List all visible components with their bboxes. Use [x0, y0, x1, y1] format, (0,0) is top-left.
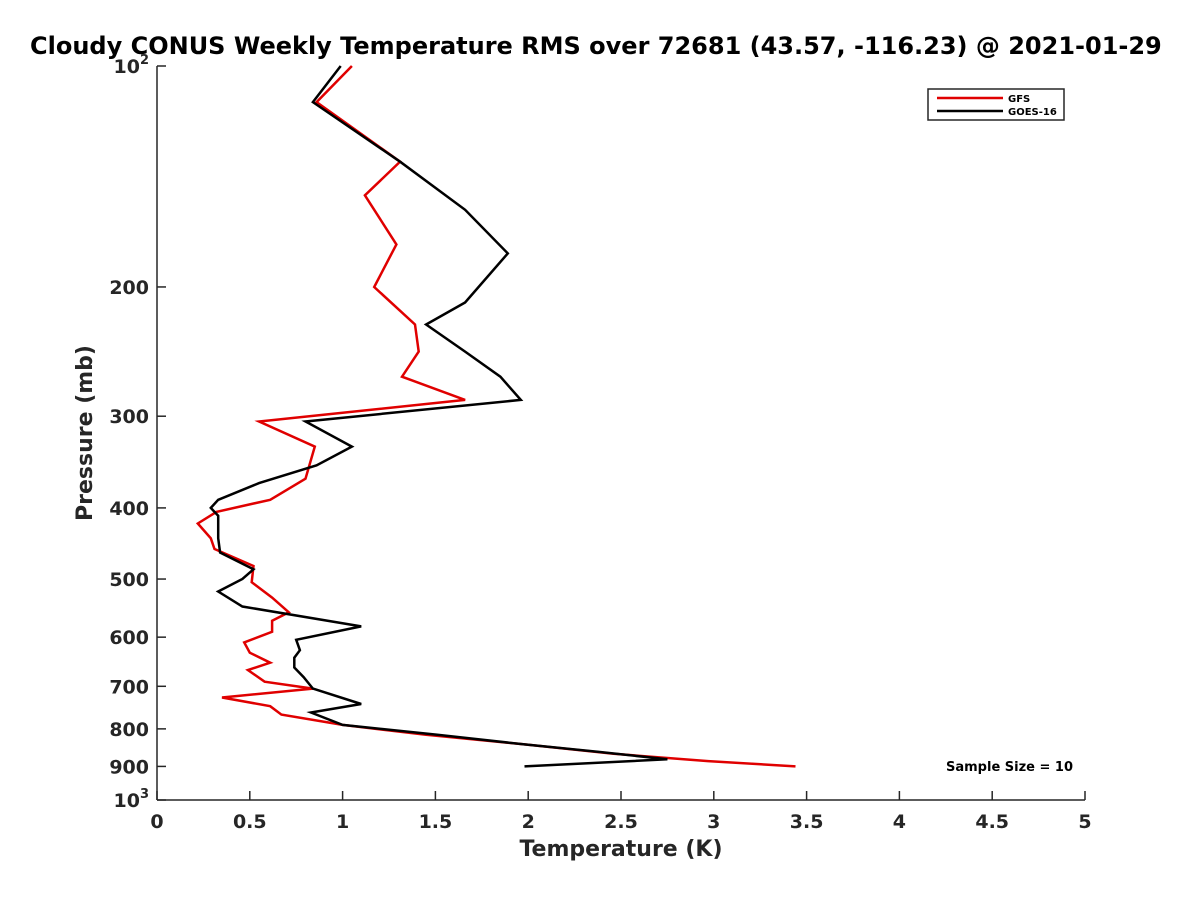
- x-tick-label: 1: [336, 811, 349, 833]
- x-ticks: 0 0.5 1 1.5 2 2.5 3 3.5 4 4.5 5: [150, 791, 1092, 833]
- y-tick-label: 400: [109, 498, 149, 520]
- y-ticks: 102 200 300 400 500 600 700 800 900 103: [109, 53, 166, 812]
- chart-title: Cloudy CONUS Weekly Temperature RMS over…: [30, 32, 1162, 60]
- y-axis-label: Pressure (mb): [73, 345, 98, 521]
- y-tick-label: 800: [109, 719, 149, 741]
- legend-box: [927, 88, 1065, 121]
- x-tick-label: 5: [1078, 811, 1091, 833]
- sample-size-annotation: Sample Size = 10: [946, 760, 1073, 775]
- y-tick-label: 600: [109, 627, 149, 649]
- x-tick-label: 4.5: [975, 811, 1009, 833]
- plot-area: [157, 66, 1085, 800]
- y-tick-label: 103: [114, 787, 150, 812]
- series-line-gfs: [195, 65, 796, 768]
- legend-label-goes-16: GOES-16: [1008, 107, 1057, 118]
- y-tick-label: 102: [114, 53, 150, 78]
- legend-label-gfs: GFS: [1008, 94, 1030, 105]
- x-tick-label: 1.5: [419, 811, 453, 833]
- y-tick-label: 700: [109, 676, 149, 698]
- series-line-goes-16: [209, 65, 668, 768]
- y-tick-label: 200: [109, 277, 149, 299]
- series-layer: [195, 65, 796, 768]
- x-tick-label: 3: [707, 811, 720, 833]
- x-tick-label: 0.5: [233, 811, 267, 833]
- x-tick-label: 3.5: [790, 811, 824, 833]
- y-tick-label: 300: [109, 406, 149, 428]
- x-tick-label: 2: [522, 811, 535, 833]
- x-tick-label: 0: [150, 811, 163, 833]
- legend: GFS GOES-16: [927, 88, 1065, 121]
- y-tick-label: 900: [109, 756, 149, 778]
- x-tick-label: 4: [893, 811, 906, 833]
- x-axis-label: Temperature (K): [519, 837, 722, 862]
- x-tick-label: 2.5: [604, 811, 638, 833]
- y-tick-label: 500: [109, 569, 149, 591]
